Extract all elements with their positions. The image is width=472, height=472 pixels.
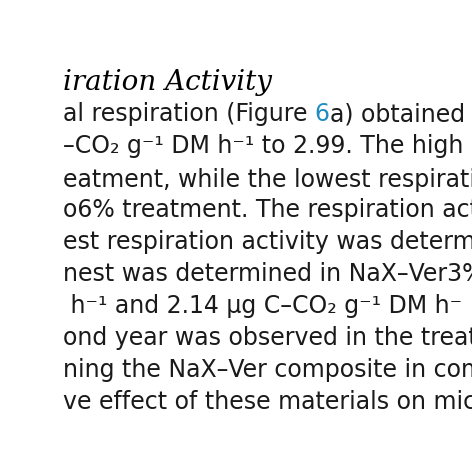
- Text: a) obtained a: a) obtained a: [329, 102, 472, 126]
- Text: al respiration (Figure: al respiration (Figure: [63, 102, 315, 126]
- Text: est respiration activity was determin: est respiration activity was determin: [63, 230, 472, 254]
- Text: h⁻¹ and 2.14 μg C–CO₂ g⁻¹ DM h⁻: h⁻¹ and 2.14 μg C–CO₂ g⁻¹ DM h⁻: [63, 294, 462, 318]
- Text: ond year was observed in the treatm: ond year was observed in the treatm: [63, 326, 472, 350]
- Text: nest was determined in NaX–Ver3%B: nest was determined in NaX–Ver3%B: [63, 262, 472, 286]
- Text: ning the NaX–Ver composite in comb: ning the NaX–Ver composite in comb: [63, 358, 472, 382]
- Text: iration Activity: iration Activity: [63, 69, 271, 96]
- Text: o6% treatment. The respiration activi: o6% treatment. The respiration activi: [63, 198, 472, 222]
- Text: eatment, while the lowest respiratió: eatment, while the lowest respiratió: [63, 166, 472, 192]
- Text: ve effect of these materials on microb: ve effect of these materials on microb: [63, 390, 472, 414]
- Text: 6: 6: [315, 102, 329, 126]
- Text: –CO₂ g⁻¹ DM h⁻¹ to 2.99. The high: –CO₂ g⁻¹ DM h⁻¹ to 2.99. The high: [63, 134, 463, 158]
